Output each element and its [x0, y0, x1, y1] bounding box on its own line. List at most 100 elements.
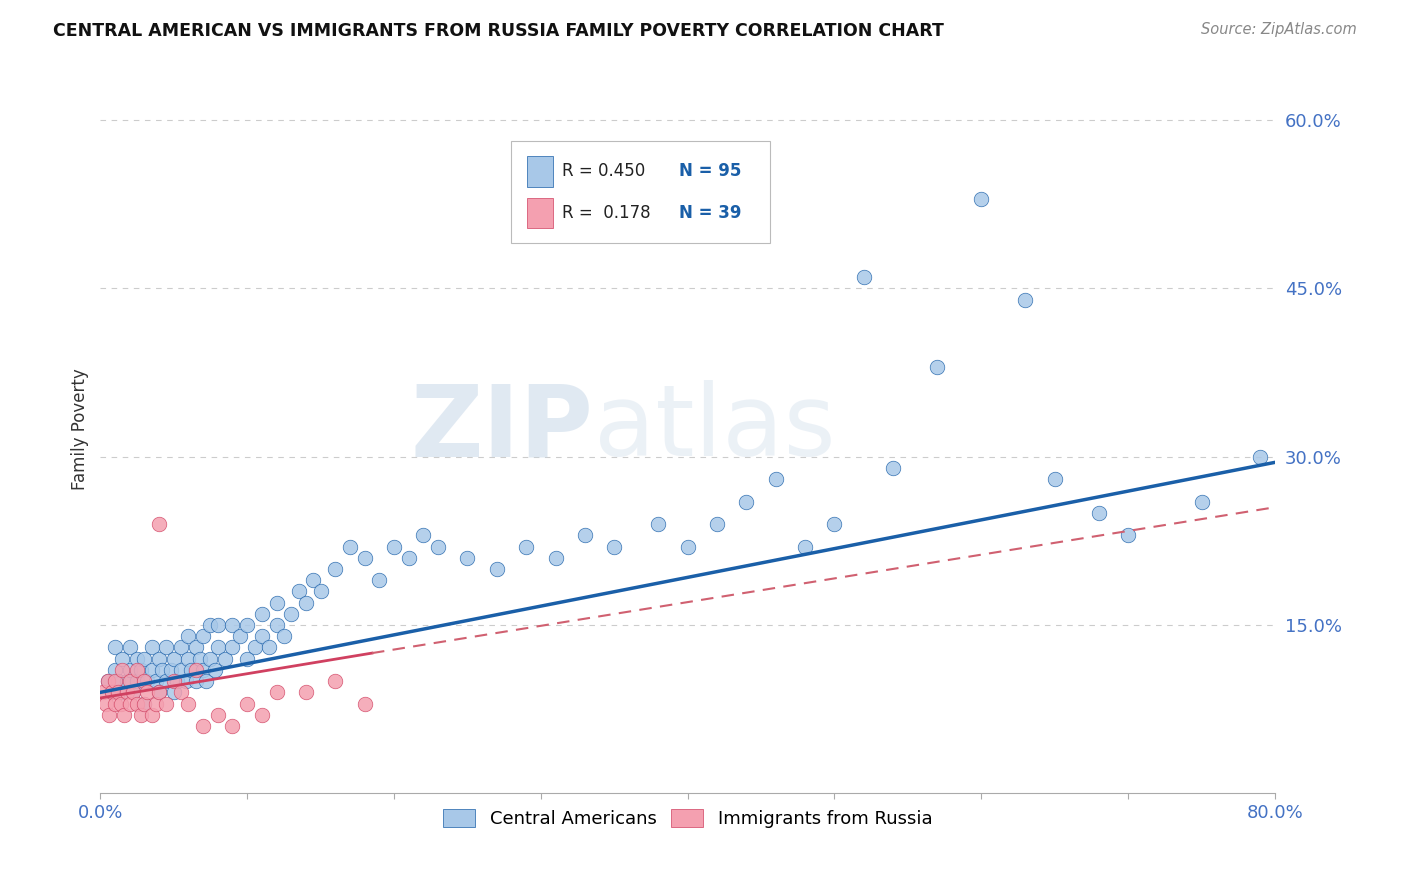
Point [266, 685, 288, 699]
Y-axis label: Family Poverty: Family Poverty [72, 368, 89, 490]
Point [339, 540, 361, 554]
Point [131, 663, 153, 677]
Point [207, 640, 229, 655]
Point [1043, 472, 1066, 486]
Point [177, 651, 200, 665]
Text: ZIP: ZIP [411, 380, 593, 477]
Point [107, 674, 129, 689]
Point [184, 640, 207, 655]
Point [188, 651, 211, 665]
Point [104, 697, 127, 711]
Point [141, 663, 163, 677]
Point [174, 674, 197, 689]
Point [118, 663, 141, 677]
Point [148, 685, 170, 699]
Point [221, 618, 243, 632]
Point [882, 461, 904, 475]
Point [170, 663, 193, 677]
Point [163, 685, 186, 699]
Point [1014, 293, 1036, 307]
Point [145, 674, 167, 689]
Point [115, 685, 138, 699]
Point [111, 663, 134, 677]
Point [107, 685, 129, 699]
Point [236, 697, 259, 711]
Point [309, 584, 332, 599]
Point [456, 550, 478, 565]
Point [824, 517, 846, 532]
Point [180, 663, 202, 677]
Point [295, 596, 318, 610]
Point [121, 685, 143, 699]
Bar [527, 156, 553, 186]
Point [170, 685, 193, 699]
Point [134, 697, 156, 711]
Point [191, 663, 214, 677]
Point [515, 540, 537, 554]
Point [195, 674, 218, 689]
Point [257, 640, 280, 655]
Point [200, 618, 222, 632]
Point [170, 640, 193, 655]
Point [706, 517, 728, 532]
Point [200, 651, 222, 665]
Legend: Central Americans, Immigrants from Russia: Central Americans, Immigrants from Russi… [436, 802, 939, 836]
Point [155, 697, 177, 711]
Point [273, 629, 295, 643]
Point [104, 674, 127, 689]
Point [280, 607, 302, 621]
Point [148, 517, 170, 532]
Point [191, 629, 214, 643]
Point [111, 651, 134, 665]
Point [243, 640, 266, 655]
Point [110, 697, 132, 711]
Point [104, 640, 127, 655]
Point [302, 573, 325, 587]
Point [287, 584, 309, 599]
Point [148, 651, 170, 665]
Text: R =  0.178: R = 0.178 [562, 204, 651, 222]
Point [96, 697, 118, 711]
Point [765, 472, 787, 486]
Point [112, 707, 135, 722]
Point [134, 697, 156, 711]
Point [104, 663, 127, 677]
Point [125, 663, 148, 677]
Point [485, 562, 508, 576]
Point [382, 540, 405, 554]
Point [676, 540, 699, 554]
Point [125, 674, 148, 689]
Point [155, 640, 177, 655]
Point [177, 697, 200, 711]
Point [141, 707, 163, 722]
Text: R = 0.450: R = 0.450 [562, 162, 645, 180]
Bar [527, 197, 553, 228]
Point [236, 618, 259, 632]
Point [229, 629, 252, 643]
Point [184, 674, 207, 689]
Point [266, 618, 288, 632]
Point [98, 707, 121, 722]
Point [647, 517, 669, 532]
Point [970, 192, 993, 206]
Point [927, 359, 949, 374]
Point [150, 663, 173, 677]
Point [323, 562, 346, 576]
FancyBboxPatch shape [512, 141, 770, 243]
Point [141, 640, 163, 655]
Point [118, 697, 141, 711]
Point [118, 674, 141, 689]
Point [204, 663, 226, 677]
Point [236, 651, 259, 665]
Point [155, 674, 177, 689]
Point [101, 685, 124, 699]
Point [125, 651, 148, 665]
Point [207, 707, 229, 722]
Point [159, 663, 181, 677]
Point [145, 697, 167, 711]
Point [250, 607, 273, 621]
Text: N = 39: N = 39 [679, 204, 742, 222]
Point [148, 685, 170, 699]
Point [136, 685, 159, 699]
Point [118, 640, 141, 655]
